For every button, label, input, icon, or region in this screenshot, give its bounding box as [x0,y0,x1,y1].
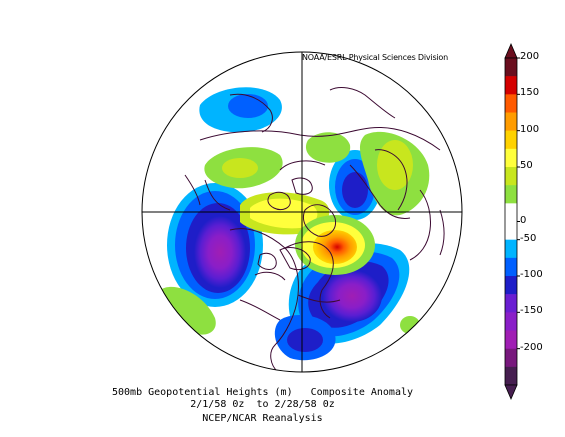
greenland-high-anomaly [295,215,375,275]
colorbar-tick-label: 200 [520,51,540,62]
colorbar-tick-label: 0 [520,214,527,226]
colorbar-segment [505,185,517,204]
colorbar [504,42,520,401]
asia-low-anomaly [199,87,282,133]
colorbar-segment [505,330,517,349]
coastlines [184,87,445,372]
europe-low-anomaly [329,150,381,220]
caption-title: 500mb Geopotential Heights (m) Composite… [111,387,414,398]
colorbar-segment [505,257,517,277]
colorbar-segment [505,348,517,368]
colorbar-segment [505,94,517,113]
colorbar-segment [505,167,517,186]
colorbar-tick-label: -200 [520,341,543,353]
colorbar-segment [505,130,517,150]
colorbar-tick-label: -50 [520,232,537,244]
subtropical-high-anomaly [158,286,216,335]
colorbar-tick-label: 50 [520,160,533,171]
pacific-low-anomaly [167,183,263,307]
colorbar-segment [505,366,517,386]
colorbar-segment [505,203,517,222]
colorbar-segment [505,76,517,95]
colorbar-tick-label: 100 [520,123,540,135]
colorbar-segment [505,112,517,131]
colorbar-segment [505,276,517,295]
colorbar-top-arrow [504,42,518,59]
colorbar-tick-label: 150 [520,87,540,99]
colorbar-segment [505,58,517,77]
caption-dates: 2/1/58 0z to 2/28/58 0z [190,399,335,410]
colorbar-segment [505,312,517,331]
credit-label: NOAA/ESRL Physical Sciences Division [302,53,448,62]
anomaly-fields [142,52,462,372]
colorbar-segment [505,148,517,168]
colorbar-tick-label: -100 [520,269,543,280]
colorbar-segment [505,221,517,240]
colorbar-tick-label: -150 [520,305,543,317]
caption-source: NCEP/NCAR Reanalysis [202,413,323,424]
colorbar-bottom-arrow [504,384,518,401]
colorbar-segment [505,239,517,259]
colorbar-segment [505,294,517,313]
